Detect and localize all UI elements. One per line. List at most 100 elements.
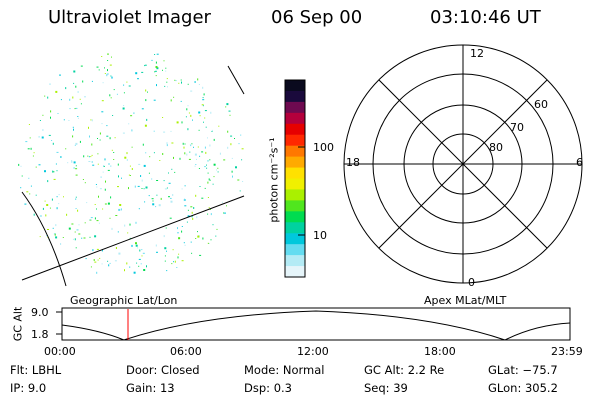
emission-speckle (191, 211, 193, 214)
emission-speckle (219, 152, 221, 155)
emission-speckle (75, 174, 78, 176)
emission-speckle (151, 178, 153, 180)
emission-speckle (141, 188, 143, 189)
emission-speckle (128, 187, 129, 190)
mlt-label-18: 18 (346, 156, 360, 169)
emission-speckle (96, 248, 99, 250)
emission-speckle (193, 146, 194, 148)
auroral-image-speckles (18, 53, 244, 274)
emission-speckle (83, 237, 86, 239)
emission-speckle (156, 84, 157, 87)
emission-speckle (188, 158, 191, 160)
emission-speckle (188, 112, 190, 114)
emission-speckle (88, 126, 89, 129)
emission-speckle (133, 271, 136, 274)
emission-speckle (204, 110, 207, 112)
emission-speckle (181, 260, 184, 262)
emission-speckle (107, 53, 109, 55)
emission-speckle (155, 66, 158, 68)
emission-speckle (129, 266, 131, 268)
emission-speckle (120, 208, 122, 211)
emission-speckle (117, 231, 119, 233)
emission-speckle (99, 139, 101, 141)
emission-speckle (192, 217, 194, 220)
emission-speckle (184, 143, 186, 145)
emission-speckle (113, 89, 115, 91)
emission-speckle (206, 167, 208, 169)
emission-speckle (77, 116, 79, 117)
emission-speckle (91, 119, 93, 122)
emission-speckle (162, 117, 164, 118)
emission-speckle (135, 221, 137, 224)
emission-speckle (174, 260, 176, 263)
emission-speckle (42, 207, 44, 210)
emission-speckle (206, 164, 207, 166)
info-glon-label: GLon: (488, 381, 522, 395)
emission-speckle (202, 237, 204, 240)
emission-speckle (209, 209, 211, 210)
emission-speckle (98, 195, 99, 198)
emission-speckle (186, 153, 188, 156)
emission-speckle (27, 148, 30, 150)
emission-speckle (195, 194, 197, 197)
emission-speckle (141, 108, 144, 110)
emission-speckle (45, 214, 47, 217)
grid-edge-line (227, 65, 245, 95)
emission-speckle (133, 112, 135, 114)
emission-speckle (202, 105, 204, 107)
emission-speckle (111, 227, 113, 230)
emission-speckle (104, 188, 106, 191)
info-ip-value: 9.0 (27, 381, 47, 395)
emission-speckle (221, 201, 223, 203)
emission-speckle (171, 142, 174, 144)
emission-speckle (131, 244, 133, 247)
colorbar-cell (285, 80, 305, 92)
emission-speckle (99, 188, 102, 190)
colorbar-cell (285, 178, 305, 191)
emission-speckle (207, 242, 209, 244)
emission-speckle (216, 228, 218, 230)
emission-speckle (210, 239, 212, 241)
emission-speckle (114, 137, 116, 139)
emission-speckle (198, 129, 200, 131)
emission-speckle (228, 110, 231, 112)
emission-speckle (170, 200, 173, 203)
emission-speckle (171, 263, 173, 265)
emission-speckle (195, 164, 197, 165)
emission-speckle (165, 227, 167, 229)
emission-speckle (26, 191, 29, 193)
emission-speckle (78, 224, 80, 226)
emission-speckle (165, 70, 167, 72)
emission-speckle (175, 80, 177, 82)
geographic-label: Geographic Lat/Lon (70, 294, 178, 307)
info-seq-label: Seq: (364, 381, 390, 395)
emission-speckle (187, 128, 189, 131)
emission-speckle (94, 261, 97, 263)
emission-speckle (116, 93, 118, 95)
emission-speckle (126, 81, 128, 83)
emission-speckle (240, 134, 242, 136)
emission-speckle (84, 222, 86, 224)
emission-speckle (118, 252, 121, 255)
altitude-frame (61, 307, 571, 341)
emission-speckle (39, 236, 41, 238)
emission-speckle (95, 184, 97, 185)
emission-speckle (171, 168, 173, 170)
emission-speckle (215, 235, 217, 237)
emission-speckle (73, 167, 75, 169)
emission-speckle (92, 249, 94, 252)
emission-speckle (192, 119, 193, 121)
emission-speckle (68, 227, 71, 230)
emission-speckle (187, 209, 189, 211)
info-ip-label: IP: (10, 381, 25, 395)
emission-speckle (90, 156, 92, 158)
emission-speckle (115, 247, 117, 249)
emission-speckle (212, 183, 214, 185)
emission-speckle (201, 104, 204, 106)
emission-speckle (85, 258, 87, 260)
emission-speckle (28, 177, 30, 179)
emission-speckle (136, 262, 138, 264)
emission-speckle (63, 119, 65, 121)
emission-speckle (58, 203, 60, 205)
